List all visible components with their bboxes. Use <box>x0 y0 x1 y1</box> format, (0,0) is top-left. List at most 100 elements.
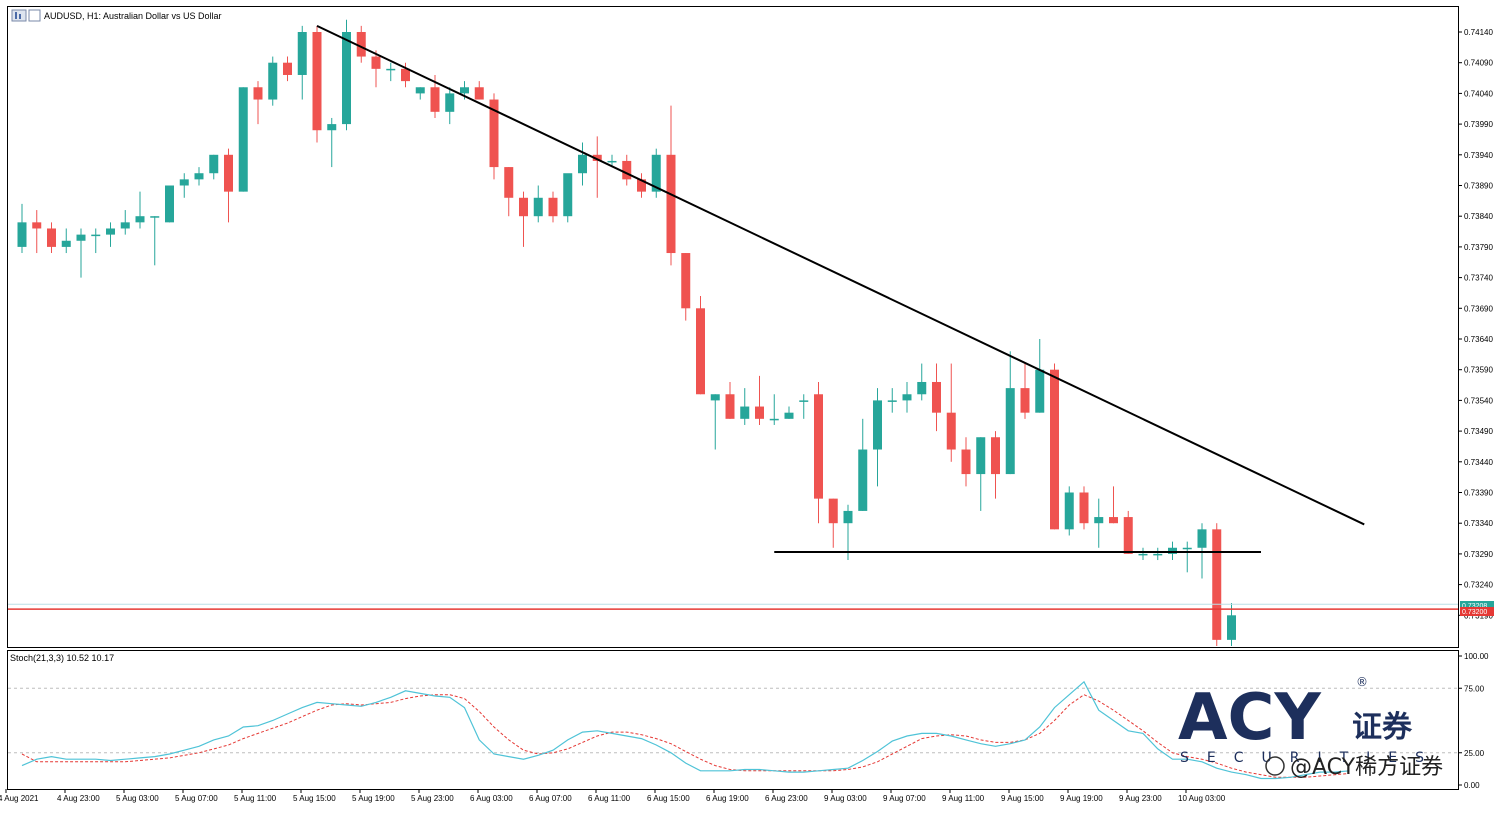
price-tick-label: 0.73490 <box>1464 427 1493 436</box>
candle-body <box>17 222 27 247</box>
time-tick-label: 10 Aug 03:00 <box>1178 794 1226 803</box>
time-tick-label: 4 Aug 2021 <box>0 794 39 803</box>
candle-body <box>253 87 263 100</box>
price-tick-label: 0.73390 <box>1464 489 1493 498</box>
candle-body <box>312 32 322 131</box>
stoch-tick-label: 100.00 <box>1464 652 1489 661</box>
time-tick-label: 9 Aug 15:00 <box>1001 794 1044 803</box>
candle-body <box>474 87 484 100</box>
candle-body <box>283 62 292 75</box>
candle-body <box>622 160 632 180</box>
candle-body <box>1123 517 1133 554</box>
candle-body <box>61 240 71 247</box>
candle-body <box>342 32 351 125</box>
brand-logo-text: ACY <box>1178 681 1322 755</box>
candle-body <box>533 197 543 217</box>
candle-body <box>430 87 440 112</box>
time-tick-label: 6 Aug 19:00 <box>706 794 749 803</box>
candle-body <box>814 394 823 499</box>
time-tick-label: 9 Aug 11:00 <box>942 794 985 803</box>
candle-body <box>150 216 160 218</box>
watermark: @ACY稀方证券 <box>1265 755 1443 780</box>
candle-body <box>946 412 956 450</box>
candle-body <box>1079 492 1089 524</box>
price-tick-label: 0.74140 <box>1464 28 1493 37</box>
weibo-icon <box>1265 756 1285 776</box>
candle-body <box>519 197 528 217</box>
candle-body <box>755 406 764 419</box>
candle-body <box>843 510 853 524</box>
price-tick-label: 0.74090 <box>1464 59 1493 68</box>
price-tick-label: 0.73890 <box>1464 182 1493 191</box>
candle-body <box>740 406 750 419</box>
candle-body <box>76 234 86 241</box>
price-tick-label: 0.73590 <box>1464 366 1493 375</box>
candle-body <box>268 62 278 100</box>
candle-body <box>1109 517 1118 524</box>
drawn-lines <box>8 24 1458 610</box>
candle-body <box>710 394 720 401</box>
candle-body <box>504 167 514 198</box>
stoch-tick-label: 75.00 <box>1464 684 1485 693</box>
time-tick-label: 6 Aug 23:00 <box>765 794 808 803</box>
stoch-lines <box>21 680 1350 780</box>
candle-body <box>1153 553 1163 556</box>
time-tick-label: 5 Aug 03:00 <box>116 794 159 803</box>
stoch-panel-frame <box>7 650 1459 790</box>
candle-body <box>651 154 661 192</box>
candle-body <box>1197 529 1207 548</box>
window-title: AUDUSD, H1: Australian Dollar vs US Doll… <box>44 11 222 21</box>
candle-body <box>120 222 130 229</box>
candle-body <box>1227 615 1236 640</box>
candle-body <box>858 449 868 511</box>
candle-body <box>563 173 573 217</box>
price-tick-label: 0.73690 <box>1464 304 1493 313</box>
candle-body <box>179 179 189 186</box>
chart-icon-bar <box>15 12 17 19</box>
candle-body <box>725 394 735 419</box>
price-tick-label: 0.73290 <box>1464 550 1493 559</box>
ask-badge <box>1460 601 1494 609</box>
candle-body <box>401 68 410 82</box>
bid-badge <box>1460 607 1494 616</box>
candle-body <box>1182 547 1192 550</box>
time-tick-label: 9 Aug 07:00 <box>883 794 926 803</box>
time-tick-label: 6 Aug 11:00 <box>588 794 631 803</box>
watermark-text: @ACY稀方证券 <box>1290 755 1443 780</box>
candle-body <box>666 154 676 254</box>
candle-body <box>637 179 646 192</box>
candle-body <box>386 68 396 71</box>
price-tick-label: 0.73840 <box>1464 212 1493 221</box>
main-chart-frame <box>7 6 1459 648</box>
candle-body <box>902 394 912 401</box>
brand-cn-text: 证券 <box>1352 710 1413 745</box>
candle-body <box>1005 388 1015 475</box>
timeframe-icon[interactable] <box>28 9 41 22</box>
candle-body <box>769 418 779 421</box>
candle-body <box>1212 529 1222 640</box>
brand-registered-mark: ® <box>1356 675 1368 689</box>
time-tick-label: 4 Aug 23:00 <box>57 794 100 803</box>
time-tick-label: 6 Aug 03:00 <box>470 794 513 803</box>
candle-body <box>356 32 366 57</box>
candle-body <box>887 400 897 402</box>
candle-body <box>1050 369 1059 530</box>
price-axis: 0.74140 0.74090 0.74040 0.73990 0.73940 0.738… <box>1458 28 1493 790</box>
price-tick-label: 0.73740 <box>1464 274 1493 283</box>
candle-body <box>165 185 174 223</box>
candle-body <box>91 234 101 237</box>
candle-body <box>548 197 558 217</box>
time-tick-label: 9 Aug 19:00 <box>1060 794 1103 803</box>
candle-body <box>1094 517 1104 524</box>
candle-body <box>696 308 705 395</box>
price-tick-label: 0.73240 <box>1464 581 1493 590</box>
time-tick-label: 5 Aug 07:00 <box>175 794 218 803</box>
price-tick-label: 0.73990 <box>1464 120 1493 129</box>
time-tick-label: 6 Aug 07:00 <box>529 794 572 803</box>
price-badges: 0.73208 0.73200 <box>1460 601 1494 616</box>
time-tick-label: 6 Aug 15:00 <box>647 794 690 803</box>
candle-body <box>194 173 204 180</box>
candle-body <box>135 216 145 223</box>
candle-body <box>415 87 425 94</box>
